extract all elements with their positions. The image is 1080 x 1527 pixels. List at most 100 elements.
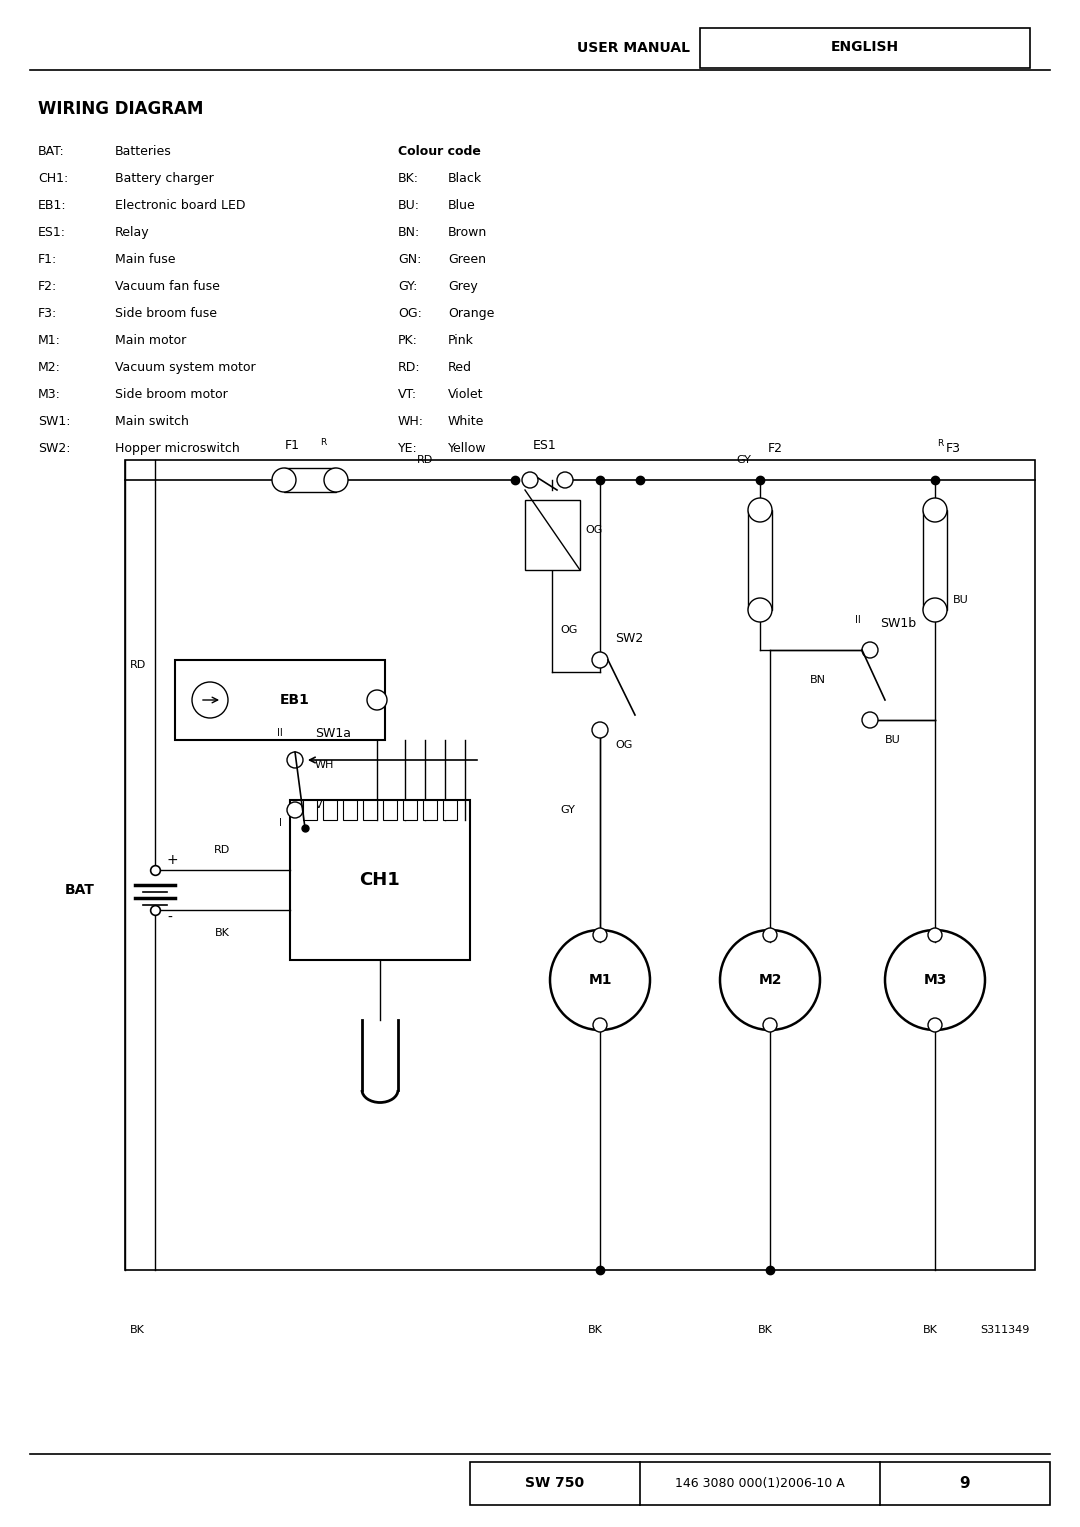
Text: Side broom motor: Side broom motor — [114, 388, 228, 402]
Text: Brown: Brown — [448, 226, 487, 240]
Text: USER MANUAL: USER MANUAL — [577, 41, 690, 55]
Text: Violet: Violet — [448, 388, 484, 402]
Text: OG: OG — [561, 625, 578, 635]
Text: F2:: F2: — [38, 279, 57, 293]
Text: SW2:: SW2: — [38, 441, 70, 455]
Text: ES1: ES1 — [534, 438, 557, 452]
Circle shape — [928, 1019, 942, 1032]
Circle shape — [928, 928, 942, 942]
Text: BN:: BN: — [399, 226, 420, 240]
Circle shape — [287, 751, 303, 768]
Circle shape — [287, 802, 303, 818]
Text: Colour code: Colour code — [399, 145, 481, 157]
Text: SW2: SW2 — [615, 632, 644, 644]
Text: BAT:: BAT: — [38, 145, 65, 157]
Text: F3:: F3: — [38, 307, 57, 321]
Text: 9: 9 — [960, 1475, 970, 1490]
Text: PK:: PK: — [399, 334, 418, 347]
Circle shape — [923, 599, 947, 621]
Circle shape — [592, 722, 608, 738]
Circle shape — [592, 652, 608, 667]
Text: I: I — [279, 818, 282, 828]
Text: BU: BU — [885, 734, 901, 745]
Text: SW 750: SW 750 — [526, 1477, 584, 1490]
Text: BK: BK — [215, 928, 229, 938]
Text: BK:: BK: — [399, 173, 419, 185]
Text: II: II — [855, 615, 861, 625]
Text: SW1a: SW1a — [315, 727, 351, 741]
Text: M2:: M2: — [38, 360, 60, 374]
Text: VT:: VT: — [399, 388, 417, 402]
Bar — [323, 800, 337, 820]
Text: GN:: GN: — [399, 253, 421, 266]
Bar — [284, 467, 336, 492]
Text: BK: BK — [130, 1325, 145, 1335]
Text: OG: OG — [615, 741, 633, 750]
Text: Black: Black — [448, 173, 482, 185]
Circle shape — [557, 472, 573, 489]
Text: RD: RD — [214, 844, 230, 855]
Text: R: R — [320, 438, 326, 447]
Text: BU: BU — [953, 596, 969, 605]
Text: M1: M1 — [589, 973, 611, 986]
Circle shape — [923, 498, 947, 522]
Text: II: II — [278, 728, 283, 738]
Text: GY: GY — [561, 805, 575, 815]
Text: BK: BK — [758, 1325, 773, 1335]
Bar — [748, 510, 772, 609]
Text: CH1: CH1 — [360, 870, 401, 889]
Text: BN: BN — [810, 675, 826, 686]
Circle shape — [748, 599, 772, 621]
Text: EB1:: EB1: — [38, 199, 67, 212]
Text: Pink: Pink — [448, 334, 474, 347]
Circle shape — [748, 498, 772, 522]
Text: M1:: M1: — [38, 334, 60, 347]
Text: RD: RD — [130, 660, 146, 670]
Bar — [291, 800, 470, 960]
Text: Red: Red — [448, 360, 472, 374]
Text: Hopper microswitch: Hopper microswitch — [114, 441, 240, 455]
Circle shape — [192, 683, 228, 718]
Text: Batteries: Batteries — [114, 145, 172, 157]
Text: SW1b: SW1b — [880, 617, 916, 631]
Text: VT: VT — [315, 800, 329, 809]
Text: Main switch: Main switch — [114, 415, 189, 428]
Text: ES1:: ES1: — [38, 226, 66, 240]
Text: R: R — [937, 438, 943, 447]
Circle shape — [522, 472, 538, 489]
Text: 146 3080 000(1)2006-10 A: 146 3080 000(1)2006-10 A — [675, 1477, 845, 1489]
Circle shape — [885, 930, 985, 1031]
Text: F2: F2 — [768, 441, 783, 455]
Text: Relay: Relay — [114, 226, 150, 240]
Bar — [403, 800, 417, 820]
Bar — [700, 27, 1030, 69]
Text: SW1:: SW1: — [38, 415, 70, 428]
Text: Main motor: Main motor — [114, 334, 186, 347]
Circle shape — [550, 930, 650, 1031]
Text: RD:: RD: — [399, 360, 420, 374]
Text: BK: BK — [923, 1325, 937, 1335]
Text: RD: RD — [417, 455, 433, 466]
Text: Vacuum system motor: Vacuum system motor — [114, 360, 256, 374]
Text: ENGLISH: ENGLISH — [831, 40, 899, 53]
Text: Grey: Grey — [448, 279, 477, 293]
Bar — [470, 1461, 1050, 1506]
Bar — [383, 800, 397, 820]
Text: BK: BK — [588, 1325, 603, 1335]
Text: OG:: OG: — [399, 307, 422, 321]
Text: S311349: S311349 — [981, 1325, 1030, 1335]
Text: M3:: M3: — [38, 388, 60, 402]
Text: WIRING DIAGRAM: WIRING DIAGRAM — [38, 99, 203, 118]
Bar — [125, 460, 1035, 1270]
Circle shape — [272, 467, 296, 492]
Circle shape — [762, 928, 777, 942]
Text: Blue: Blue — [448, 199, 476, 212]
Circle shape — [367, 690, 387, 710]
Bar — [343, 800, 357, 820]
Text: Side broom fuse: Side broom fuse — [114, 307, 217, 321]
Bar — [303, 800, 318, 820]
Text: WH: WH — [315, 760, 335, 770]
Circle shape — [862, 712, 878, 728]
Text: Orange: Orange — [448, 307, 495, 321]
Text: +: + — [167, 854, 178, 867]
